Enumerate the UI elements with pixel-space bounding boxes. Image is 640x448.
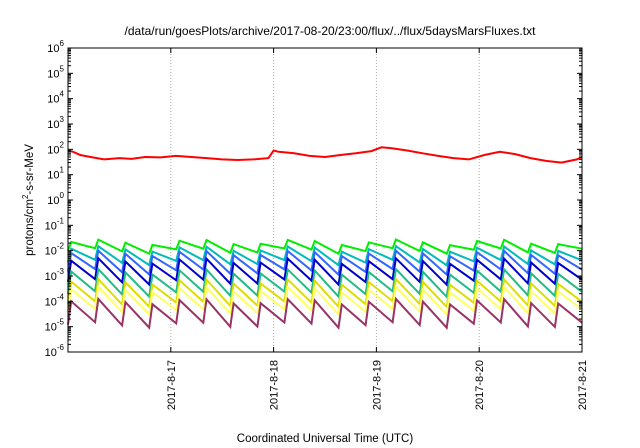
y-axis-label: protons/cm2-s-sr-MeV <box>21 144 36 256</box>
series-line <box>67 284 583 317</box>
y-tick-label: 100 <box>47 191 64 207</box>
series-line <box>67 277 583 310</box>
y-tick-label: 10-4 <box>45 292 65 308</box>
y-tick-label: 104 <box>47 90 64 106</box>
x-tick-label: 2017-8-21 <box>577 360 589 410</box>
y-tick-label: 102 <box>47 140 64 156</box>
y-axis: 10-6 10-5 10-4 10-3 10-2 10-1 100 101 102 103 104 1… <box>45 39 582 359</box>
series-line <box>67 244 583 267</box>
x-tick-label: 2017-8-17 <box>166 360 178 410</box>
grid <box>170 48 480 352</box>
y-tick-label: 106 <box>47 39 64 55</box>
series-line <box>67 256 583 287</box>
y-tick-label: 10-2 <box>45 242 65 258</box>
x-tick-label: 2017-8-20 <box>474 360 486 410</box>
y-tick-label: 103 <box>47 115 64 131</box>
chart-title: /data/run/goesPlots/archive/2017-08-20/2… <box>125 24 537 38</box>
y-tick-label: 105 <box>47 64 64 80</box>
series-line <box>67 238 583 256</box>
y-tick-label: 10-5 <box>45 318 65 334</box>
series-group <box>67 146 583 331</box>
series-line <box>67 266 583 299</box>
y-tick-label: 10-1 <box>45 216 65 232</box>
x-tick-label: 2017-8-19 <box>371 360 383 410</box>
y-tick-label: 101 <box>47 166 64 182</box>
y-tick-label: 10-3 <box>45 267 65 283</box>
plot-frame <box>67 47 583 353</box>
x-tick-label: 2017-8-18 <box>269 360 281 410</box>
y-tick-label: 10-6 <box>45 343 65 359</box>
x-axis-label: Coordinated Universal Time (UTC) <box>237 433 414 445</box>
series-line <box>67 248 583 277</box>
series-line <box>67 296 583 331</box>
x-axis: 2017-8-17 2017-8-18 2017-8-19 2017-8-20 2017… <box>166 48 589 410</box>
series-line <box>67 146 583 164</box>
